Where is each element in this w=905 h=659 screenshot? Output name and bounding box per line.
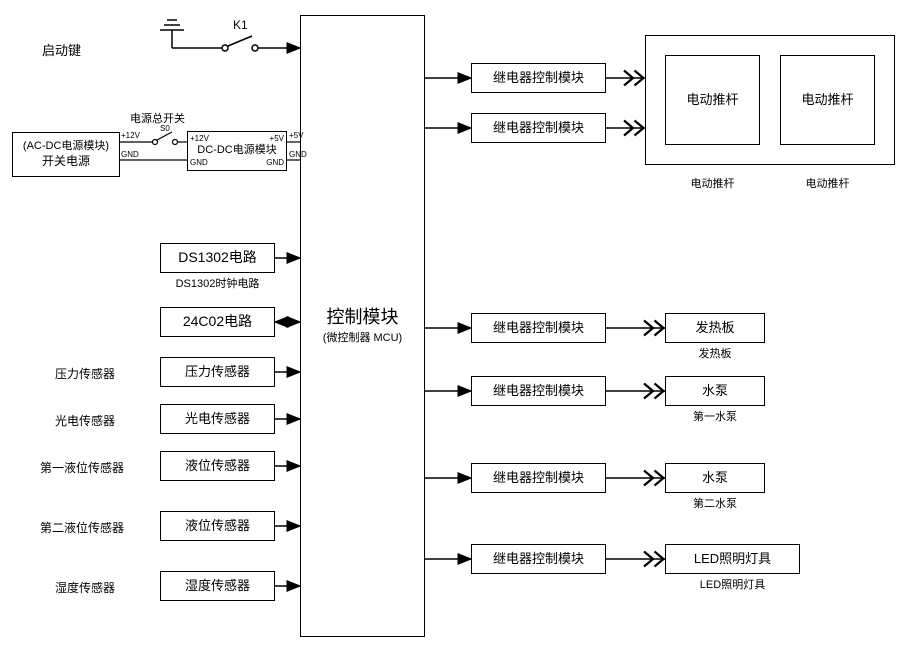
pressure-text: 压力传感器	[185, 364, 250, 380]
liquid1-side-label: 第一液位传感器	[40, 459, 124, 476]
dcdc-out-5v: +5V	[270, 134, 284, 144]
photo-side-label: 光电传感器	[55, 412, 115, 429]
c24c02-text: 24C02电路	[183, 313, 252, 331]
humidity-sensor-block: 湿度传感器	[160, 571, 275, 601]
humidity-side-label: 湿度传感器	[55, 579, 115, 596]
acdc-block: (AC-DC电源模块) 开关电源	[12, 132, 120, 177]
pump2-text: 水泵	[702, 470, 728, 486]
liq2-text: 液位传感器	[185, 518, 250, 534]
pump1-block: 水泵	[665, 376, 765, 406]
dcdc-out-gnd: GND	[266, 158, 284, 168]
ds1302-block: DS1302电路	[160, 243, 275, 273]
c24c02-block: 24C02电路	[160, 307, 275, 337]
ds1302-text: DS1302电路	[178, 249, 257, 267]
liq1-text: 液位传感器	[185, 458, 250, 474]
actuator1-text: 电动推杆	[686, 92, 738, 108]
ds1302-sub: DS1302时钟电路	[160, 275, 275, 291]
dcdc-in-12v: +12V	[190, 134, 209, 144]
relay1-text: 继电器控制模块	[493, 70, 584, 86]
heater-text: 发热板	[695, 320, 734, 336]
pump2-block: 水泵	[665, 463, 765, 493]
actuator2-text: 电动推杆	[801, 92, 853, 108]
relay2-text: 继电器控制模块	[493, 120, 584, 136]
relay5-block: 继电器控制模块	[471, 463, 606, 493]
relay5-text: 继电器控制模块	[493, 470, 584, 486]
actuator1-block: 电动推杆	[665, 55, 760, 145]
relay4-text: 继电器控制模块	[493, 383, 584, 399]
mcu-5v-pin: +5V	[289, 131, 303, 140]
relay6-text: 继电器控制模块	[493, 551, 584, 567]
liquid2-side-label: 第二液位传感器	[40, 519, 124, 536]
relay6-block: 继电器控制模块	[471, 544, 606, 574]
dcdc-in-gnd: GND	[190, 158, 208, 168]
photo-sensor-block: 光电传感器	[160, 404, 275, 434]
pressure-sensor-block: 压力传感器	[160, 357, 275, 387]
liquid2-sensor-block: 液位传感器	[160, 511, 275, 541]
relay1-block: 继电器控制模块	[471, 63, 606, 93]
led-block: LED照明灯具	[665, 544, 800, 574]
acdc-line1: (AC-DC电源模块)	[23, 140, 109, 154]
mcu-title: 控制模块	[327, 306, 399, 329]
relay2-block: 继电器控制模块	[471, 113, 606, 143]
relay3-text: 继电器控制模块	[493, 320, 584, 336]
mcu-gnd-pin: GND	[289, 150, 307, 159]
liquid1-sensor-block: 液位传感器	[160, 451, 275, 481]
mcu-subtitle: (微控制器 MCU)	[323, 332, 402, 346]
pump1-text: 水泵	[702, 383, 728, 399]
k1-label: K1	[233, 18, 248, 32]
pressure-side-label: 压力传感器	[55, 365, 115, 382]
photo-text: 光电传感器	[185, 411, 250, 427]
led-sub: LED照明灯具	[665, 576, 800, 592]
actuator2-block: 电动推杆	[780, 55, 875, 145]
s0-label: S0	[160, 124, 170, 133]
actuator1-sub: 电动推杆	[665, 175, 760, 191]
heater-sub: 发热板	[665, 345, 765, 361]
start-key-label: 启动键	[42, 40, 81, 59]
dcdc-block: +12V +5V DC-DC电源模块 GND GND	[187, 131, 287, 171]
heater-block: 发热板	[665, 313, 765, 343]
pump1-sub: 第一水泵	[665, 408, 765, 424]
humid-text: 湿度传感器	[185, 578, 250, 594]
led-text: LED照明灯具	[694, 551, 771, 567]
acdc-12v-pin: +12V	[121, 131, 140, 140]
pump2-sub: 第二水泵	[665, 495, 765, 511]
dcdc-title: DC-DC电源模块	[197, 144, 276, 158]
acdc-gnd-pin: GND	[121, 150, 139, 159]
relay3-block: 继电器控制模块	[471, 313, 606, 343]
relay4-block: 继电器控制模块	[471, 376, 606, 406]
power-switch-label: 电源总开关	[130, 110, 185, 126]
mcu-block: 控制模块 (微控制器 MCU)	[300, 15, 425, 637]
actuator2-sub: 电动推杆	[780, 175, 875, 191]
acdc-line2: 开关电源	[42, 154, 90, 169]
